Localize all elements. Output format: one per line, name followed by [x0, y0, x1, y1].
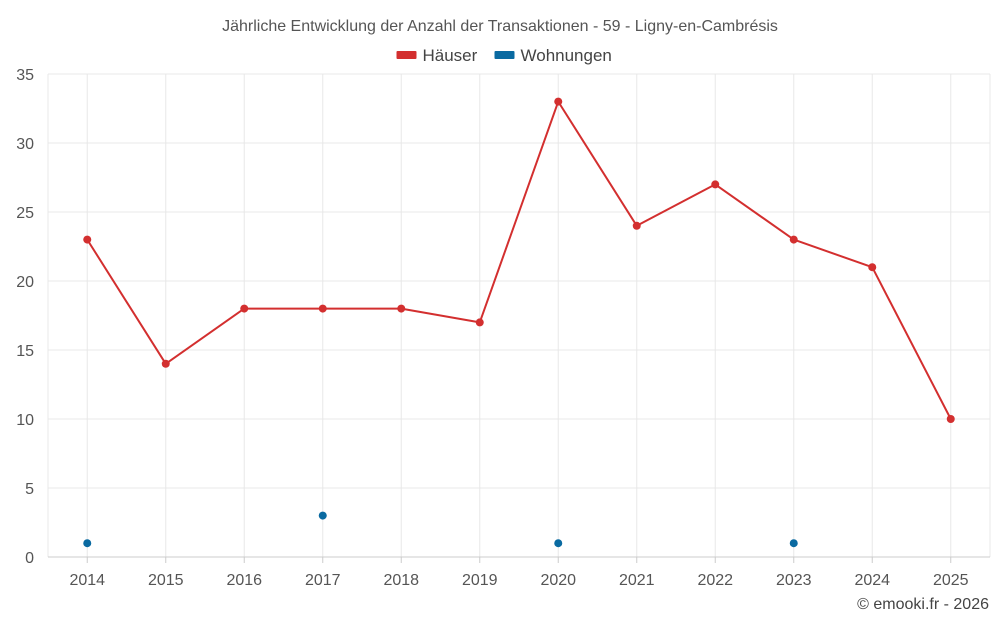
x-tick-label: 2015: [148, 572, 184, 589]
series-1-point: [868, 263, 877, 272]
y-axis: 0 5 10 15 20 25 30 35: [16, 67, 34, 567]
x-tick-label: 2024: [854, 572, 890, 589]
series-1-point: [632, 221, 641, 230]
plot-area: [83, 97, 955, 548]
x-tick-label: 2018: [383, 572, 419, 589]
x-tick-label: 2019: [462, 572, 498, 589]
x-tick-label: 2025: [933, 572, 969, 589]
series-1-point: [554, 97, 563, 106]
series-1-point: [397, 304, 406, 313]
series-1-point: [475, 318, 484, 327]
series-2-point: [789, 539, 798, 548]
legend-label: Häuser: [423, 46, 478, 65]
series-1-point: [789, 235, 798, 244]
series-1-point: [318, 304, 327, 313]
legend-item-1[interactable]: Häuser: [396, 46, 478, 65]
series-1-point: [711, 180, 720, 189]
series-1-line: [86, 100, 952, 420]
series-1-point: [240, 304, 249, 313]
legend-swatch: [396, 51, 417, 59]
series-1-point: [83, 235, 92, 244]
x-tick-label: 2020: [540, 572, 576, 589]
series-1-point: [946, 415, 955, 423]
series-2-point: [554, 539, 563, 548]
y-tick-label: 0: [25, 550, 34, 567]
y-tick-label: 10: [16, 412, 34, 429]
legend-label: Wohnungen: [521, 46, 612, 65]
x-tick-label: 2023: [776, 572, 812, 589]
legend[interactable]: Häuser Wohnungen: [396, 46, 612, 65]
x-tick-label: 2022: [697, 572, 733, 589]
x-axis: 2014 2015 2016 2017 2018 2019 2020 2021 2022 2023…: [48, 556, 990, 589]
y-tick-label: 20: [16, 274, 34, 291]
credit-text: © emooki.fr - 2026: [857, 596, 989, 613]
series-2-point: [83, 539, 92, 548]
legend-item-2[interactable]: Wohnungen: [494, 46, 612, 65]
x-tick-label: 2014: [69, 572, 105, 589]
series-1-point: [161, 359, 170, 368]
y-tick-label: 25: [16, 205, 34, 222]
legend-swatch: [494, 51, 515, 59]
y-tick-label: 5: [25, 481, 34, 498]
x-tick-label: 2021: [619, 572, 655, 589]
y-tick-label: 35: [16, 67, 34, 84]
x-tick-label: 2017: [305, 572, 341, 589]
y-tick-label: 30: [16, 136, 34, 153]
chart-title: Jährliche Entwicklung der Anzahl der Tra…: [222, 18, 778, 35]
grid: [47, 73, 991, 557]
series-2-point: [318, 511, 327, 520]
y-tick-label: 15: [16, 343, 34, 360]
x-tick-label: 2016: [226, 572, 262, 589]
